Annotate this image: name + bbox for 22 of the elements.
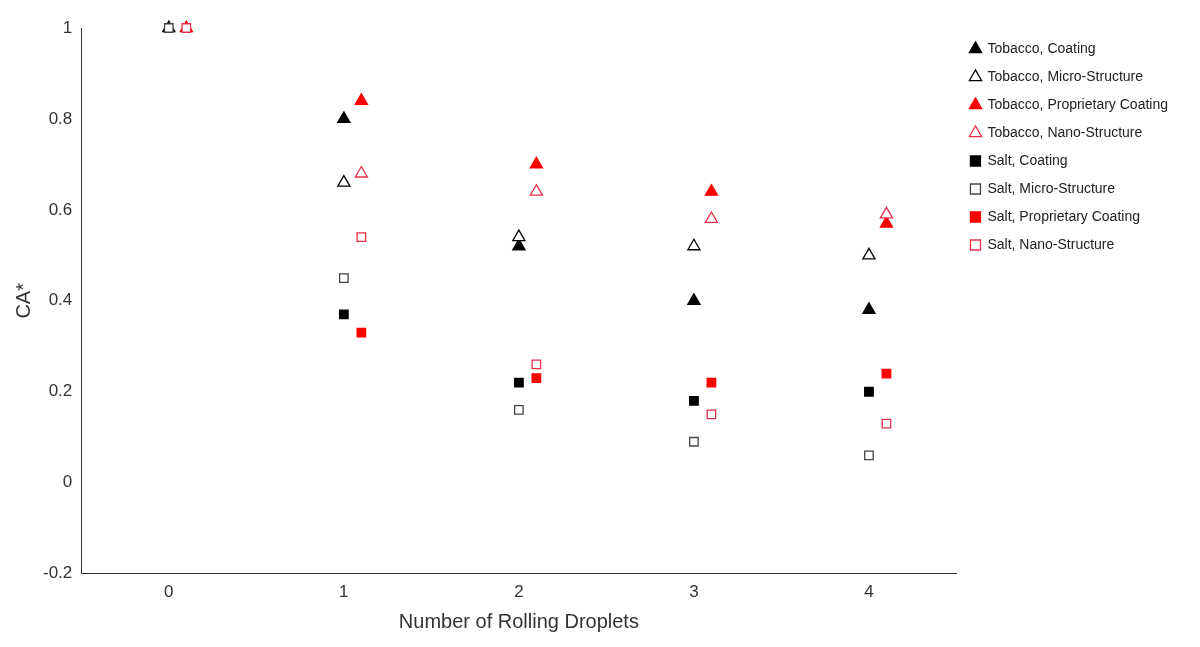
y-tick-label: 0.4 [48, 290, 73, 310]
legend-label: Salt, Coating [987, 151, 1068, 168]
y-tick-label: 0.8 [48, 108, 73, 128]
legend-label: Salt, Proprietary Coating [987, 207, 1140, 224]
legend-label: Tobacco, Coating [987, 39, 1096, 56]
legend-label: Salt, Nano-Structure [987, 235, 1115, 252]
y-axis-title: CA* [11, 282, 34, 319]
x-tick-label: 4 [864, 582, 874, 602]
y-tick-label: 0.2 [48, 381, 73, 401]
y-tick-label: 0 [62, 472, 73, 492]
legend-label: Tobacco, Proprietary Coating [987, 95, 1169, 112]
y-tick-label: 1 [62, 17, 73, 37]
x-tick-label: 3 [689, 582, 699, 602]
x-tick-label: 0 [164, 582, 174, 602]
legend-label: Tobacco, Nano-Structure [987, 123, 1143, 140]
y-tick-label: 0.6 [48, 199, 73, 219]
y-tick-label: -0.2 [43, 563, 73, 583]
x-tick-label: 1 [339, 582, 349, 602]
legend-label: Tobacco, Micro-Structure [987, 67, 1144, 84]
x-tick-label: 2 [514, 582, 524, 602]
x-axis-title: Number of Rolling Droplets [398, 609, 639, 632]
legend-label: Salt, Micro-Structure [987, 179, 1116, 196]
